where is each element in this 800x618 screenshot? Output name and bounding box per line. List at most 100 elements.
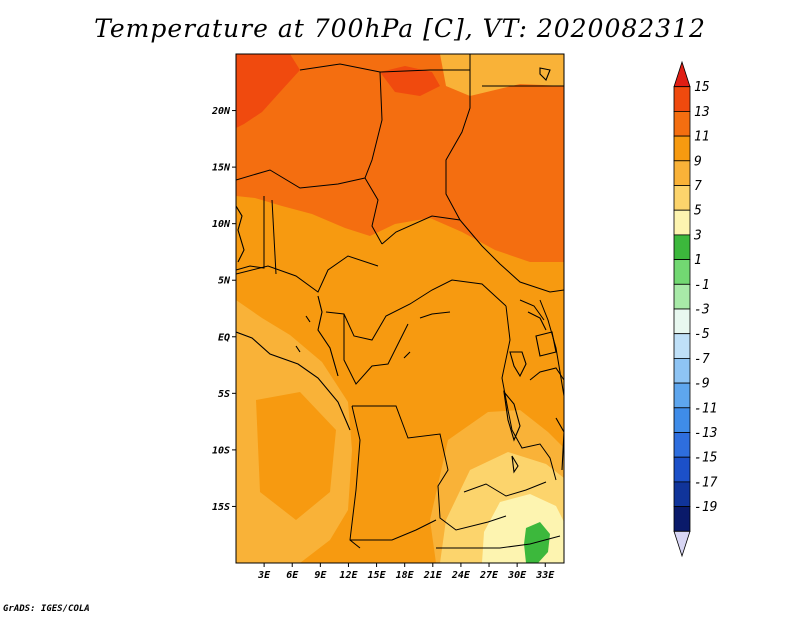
colorbar-box <box>673 481 691 507</box>
coastline <box>317 295 339 377</box>
lake <box>511 455 519 474</box>
colorbar-label: -17 <box>694 475 718 490</box>
coastline <box>403 351 411 359</box>
colorbar-label: -1 <box>694 278 710 293</box>
lake <box>419 311 451 319</box>
coastline <box>305 315 311 323</box>
border-line <box>501 305 513 431</box>
lon-tick-label: 18E <box>396 570 415 581</box>
map-title: Temperature at 700hPa [C], VT: 202008231… <box>94 14 706 43</box>
colorbar-top-arrow <box>673 60 691 88</box>
lake <box>503 390 521 442</box>
border-line <box>236 255 379 293</box>
colorbar-box <box>673 283 691 310</box>
field-warm-zone-11-13 <box>236 54 564 262</box>
lon-tick-label: 9E <box>314 570 327 581</box>
colorbar-label: 11 <box>694 130 710 145</box>
colorbar-label: -9 <box>694 377 710 392</box>
colorbar-box <box>673 185 691 211</box>
colorbar-label: -15 <box>694 451 718 466</box>
colorbar-label: 5 <box>694 204 702 219</box>
coastline <box>539 67 551 81</box>
colorbar-box <box>673 333 691 359</box>
lat-tick-label: 5S <box>218 389 230 400</box>
border-line <box>381 215 564 293</box>
border-line <box>299 63 470 73</box>
colorbar-label: 15 <box>694 80 710 95</box>
colorbar-label: 3 <box>693 228 702 243</box>
border-line <box>364 71 383 245</box>
border-line <box>343 314 409 385</box>
colorbar-box <box>673 234 691 260</box>
colorbar-box <box>673 432 691 458</box>
border-line <box>436 535 561 549</box>
colorbar-box <box>673 135 691 162</box>
colorbar-box <box>673 308 691 335</box>
colorbar-bottom-arrow <box>673 530 691 558</box>
border-line <box>349 405 361 549</box>
lake <box>509 351 527 378</box>
lon-tick-label: 21E <box>423 570 443 581</box>
colorbar-box <box>673 357 691 384</box>
border-line <box>445 54 471 221</box>
field-hot-zone-13-15 <box>236 54 300 128</box>
colorbar-box <box>673 506 691 532</box>
colorbar-box <box>673 86 691 112</box>
colorbar-label: -7 <box>694 352 710 367</box>
colorbar-label: -13 <box>694 426 717 441</box>
field-hot-patch-north <box>380 66 440 96</box>
coastline <box>295 345 301 353</box>
lat-tick-label: 5N <box>218 276 231 287</box>
border-line <box>529 367 564 381</box>
colorbar-box <box>673 407 691 433</box>
colorbar-label: 7 <box>694 179 702 194</box>
lon-tick-label: 30E <box>507 570 527 581</box>
colorbar-boxes <box>673 60 691 558</box>
colorbar-box <box>673 111 691 137</box>
border-line <box>236 196 265 271</box>
coastline <box>236 331 351 431</box>
border-line <box>539 299 564 397</box>
country-borders <box>236 54 564 549</box>
border-line <box>350 519 437 541</box>
colorbar-box <box>673 259 691 285</box>
colorbar-labels: 15 13 11 9 7 5 3 1 -1 -3 -5 -7 -9 -11 -13 -15 -17 -19 <box>693 80 718 515</box>
border-line <box>271 199 277 275</box>
lon-tick-label: 15E <box>368 570 387 581</box>
lon-tick-label: 24E <box>451 570 471 581</box>
colorbar-label: 9 <box>694 154 702 169</box>
lat-tick-label: 15S <box>212 502 230 513</box>
lat-tick-label: 10N <box>212 219 231 230</box>
colorbar-label: 13 <box>694 105 710 120</box>
border-line <box>519 299 545 321</box>
grads-credit: GrADS: IGES/COLA <box>3 604 90 614</box>
colorbar-box <box>673 456 691 483</box>
lon-tick-label: 6E <box>286 570 299 581</box>
lat-tick-label: 15N <box>212 163 231 174</box>
colorbar-label: -11 <box>694 401 717 416</box>
coastlines <box>236 67 564 474</box>
colorbar-box <box>673 160 691 186</box>
lon-tick-label: 27E <box>479 570 499 581</box>
lon-tick-label: 33E <box>535 570 555 581</box>
colorbar-box <box>673 209 691 236</box>
lat-tick-label: EQ <box>218 332 230 343</box>
lon-tick-label: 12E <box>339 570 358 581</box>
colorbar-label: -19 <box>694 500 717 515</box>
lon-tick-label: 3E <box>257 570 271 581</box>
colorbar-label: -5 <box>694 327 710 342</box>
colorbar-label: -3 <box>694 303 710 318</box>
field-warm-interior-9-11 <box>256 392 336 520</box>
lat-tick-label: 10S <box>212 445 230 456</box>
longitude-axis: 3E 6E 9E 12E 15E 18E 21E 24E 27E 30E 33E <box>257 563 555 581</box>
coastline <box>555 417 564 471</box>
colorbar-label: 1 <box>694 253 702 268</box>
border-line <box>463 481 547 497</box>
field-mild-northeast-9-11 <box>440 54 564 96</box>
lake <box>527 311 547 331</box>
map-frame <box>235 53 565 564</box>
lat-tick-label: 20N <box>211 106 231 117</box>
colorbar: 15 13 11 9 7 5 3 1 -1 -3 -5 -7 -9 -11 -13 -15 -17 -19 <box>673 60 718 558</box>
border-line <box>236 169 366 189</box>
